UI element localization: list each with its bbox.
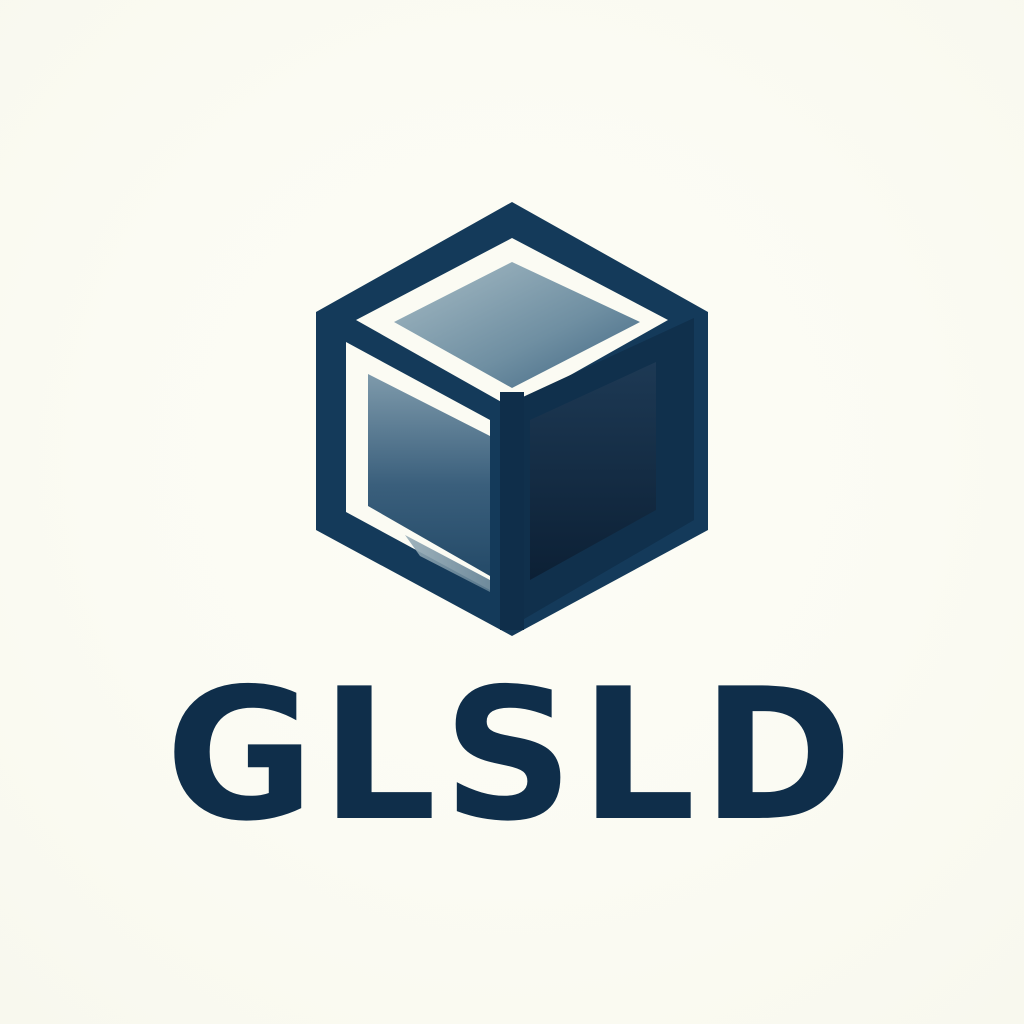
- cube-top-face: [394, 262, 640, 388]
- cube-front-edge: [500, 392, 524, 630]
- brand-wordmark: GLSLD: [165, 649, 859, 861]
- cube-left-face: [368, 374, 490, 576]
- cube-right-inner-panel: [530, 362, 656, 580]
- cube-left-floor-shadow: [405, 535, 490, 592]
